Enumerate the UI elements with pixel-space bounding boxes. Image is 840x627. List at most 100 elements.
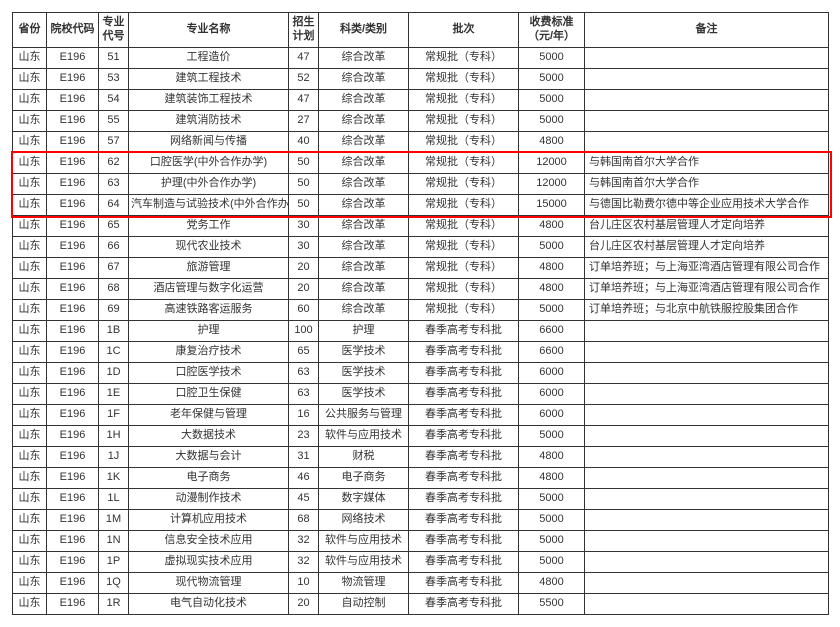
col-header-8: 备注	[585, 13, 829, 48]
cell: 山东	[13, 384, 47, 405]
cell: 20	[289, 594, 319, 615]
cell: 现代农业技术	[129, 237, 289, 258]
cell: 常规批（专科）	[409, 216, 519, 237]
cell: E196	[47, 552, 99, 573]
cell	[585, 48, 829, 69]
table-row: 山东E1961K电子商务46电子商务春季高考专科批4800	[13, 468, 829, 489]
cell: 山东	[13, 426, 47, 447]
table-row: 山东E1961H大数据技术23软件与应用技术春季高考专科批5000	[13, 426, 829, 447]
cell: E196	[47, 405, 99, 426]
table-row: 山东E1961C康复治疗技术65医学技术春季高考专科批6600	[13, 342, 829, 363]
cell: E196	[47, 363, 99, 384]
cell: 与韩国南首尔大学合作	[585, 174, 829, 195]
cell: 45	[289, 489, 319, 510]
cell: 50	[289, 195, 319, 216]
cell: 党务工作	[129, 216, 289, 237]
table-row: 山东E1961L动漫制作技术45数字媒体春季高考专科批5000	[13, 489, 829, 510]
col-header-1: 院校代码	[47, 13, 99, 48]
table-row: 山东E19664汽车制造与试验技术(中外合作办学)50综合改革常规批（专科）15…	[13, 195, 829, 216]
cell: 山东	[13, 531, 47, 552]
cell: 30	[289, 237, 319, 258]
cell	[585, 489, 829, 510]
col-header-3: 专业名称	[129, 13, 289, 48]
cell: 订单培养班；与上海亚湾酒店管理有限公司合作	[585, 258, 829, 279]
cell: 春季高考专科批	[409, 468, 519, 489]
cell: 物流管理	[319, 573, 409, 594]
cell: 常规批（专科）	[409, 195, 519, 216]
cell: 1E	[99, 384, 129, 405]
cell: 20	[289, 279, 319, 300]
cell: E196	[47, 90, 99, 111]
cell: 100	[289, 321, 319, 342]
cell: 综合改革	[319, 195, 409, 216]
table-row: 山东E1961Q现代物流管理10物流管理春季高考专科批4800	[13, 573, 829, 594]
cell: 山东	[13, 153, 47, 174]
cell: 山东	[13, 468, 47, 489]
cell: 57	[99, 132, 129, 153]
admissions-table: 省份院校代码专业代号专业名称招生计划科类/类别批次收费标准（元/年）备注 山东E…	[12, 12, 829, 615]
table-row: 山东E19655建筑消防技术27综合改革常规批（专科）5000	[13, 111, 829, 132]
table-row: 山东E19665党务工作30综合改革常规批（专科）4800台儿庄区农村基层管理人…	[13, 216, 829, 237]
cell: 春季高考专科批	[409, 594, 519, 615]
table-row: 山东E19666现代农业技术30综合改革常规批（专科）5000台儿庄区农村基层管…	[13, 237, 829, 258]
cell: E196	[47, 321, 99, 342]
cell: 综合改革	[319, 153, 409, 174]
cell: 数字媒体	[319, 489, 409, 510]
cell: 春季高考专科批	[409, 405, 519, 426]
cell: E196	[47, 531, 99, 552]
cell	[585, 321, 829, 342]
cell: 综合改革	[319, 216, 409, 237]
cell: 高速铁路客运服务	[129, 300, 289, 321]
cell: 常规批（专科）	[409, 153, 519, 174]
cell: 山东	[13, 447, 47, 468]
cell: 常规批（专科）	[409, 279, 519, 300]
cell: 山东	[13, 405, 47, 426]
cell: 护理	[129, 321, 289, 342]
col-header-2: 专业代号	[99, 13, 129, 48]
cell: 1Q	[99, 573, 129, 594]
cell	[585, 552, 829, 573]
table-row: 山东E1961E口腔卫生保健63医学技术春季高考专科批6000	[13, 384, 829, 405]
cell: 66	[99, 237, 129, 258]
cell: 4800	[519, 447, 585, 468]
cell: 康复治疗技术	[129, 342, 289, 363]
cell: 32	[289, 531, 319, 552]
cell: 建筑工程技术	[129, 69, 289, 90]
cell: E196	[47, 468, 99, 489]
cell: 5000	[519, 489, 585, 510]
table-row: 山东E1961M计算机应用技术68网络技术春季高考专科批5000	[13, 510, 829, 531]
cell: 山东	[13, 279, 47, 300]
cell	[585, 384, 829, 405]
cell: 68	[289, 510, 319, 531]
table-row: 山东E19651工程造价47综合改革常规批（专科）5000	[13, 48, 829, 69]
cell: 山东	[13, 132, 47, 153]
cell: 山东	[13, 69, 47, 90]
cell	[585, 510, 829, 531]
col-header-5: 科类/类别	[319, 13, 409, 48]
cell: 春季高考专科批	[409, 384, 519, 405]
table-row: 山东E1961D口腔医学技术63医学技术春季高考专科批6000	[13, 363, 829, 384]
cell: E196	[47, 69, 99, 90]
cell	[585, 573, 829, 594]
cell: 6000	[519, 363, 585, 384]
cell: 65	[99, 216, 129, 237]
table-row: 山东E19667旅游管理20综合改革常规批（专科）4800订单培养班；与上海亚湾…	[13, 258, 829, 279]
cell: 建筑装饰工程技术	[129, 90, 289, 111]
cell: 5000	[519, 69, 585, 90]
cell: 常规批（专科）	[409, 237, 519, 258]
cell: 63	[289, 384, 319, 405]
table-row: 山东E1961J大数据与会计31财税春季高考专科批4800	[13, 447, 829, 468]
cell: 网络新闻与传播	[129, 132, 289, 153]
cell: 订单培养班；与北京中航铁服控股集团合作	[585, 300, 829, 321]
table-row: 山东E19668酒店管理与数字化运营20综合改革常规批（专科）4800订单培养班…	[13, 279, 829, 300]
table-row: 山东E19662口腔医学(中外合作办学)50综合改革常规批（专科）12000与韩…	[13, 153, 829, 174]
cell: 31	[289, 447, 319, 468]
cell: 医学技术	[319, 384, 409, 405]
cell: 1F	[99, 405, 129, 426]
cell: 60	[289, 300, 319, 321]
cell: 山东	[13, 489, 47, 510]
col-header-0: 省份	[13, 13, 47, 48]
table-row: 山东E1961P虚拟现实技术应用32软件与应用技术春季高考专科批5000	[13, 552, 829, 573]
cell: 27	[289, 111, 319, 132]
cell: 动漫制作技术	[129, 489, 289, 510]
